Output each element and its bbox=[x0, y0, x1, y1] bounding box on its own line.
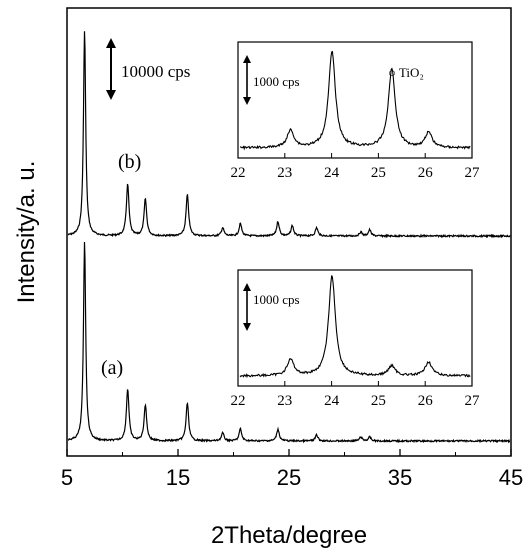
inset-a-line bbox=[239, 275, 471, 379]
inset-a-frame bbox=[237, 269, 473, 387]
inset-b-x-tick-label: 26 bbox=[418, 165, 434, 181]
y-axis-label: Intensity/a. u. bbox=[13, 161, 40, 304]
x-tick-label: 35 bbox=[388, 465, 412, 490]
inset-b-x-tick-label: 24 bbox=[324, 165, 340, 181]
inset-b-x-tick-label: 27 bbox=[465, 165, 481, 181]
inset-b-x-ticks bbox=[237, 153, 473, 158]
series-b-label: (b) bbox=[118, 151, 141, 173]
inset-b-x-tick-label: 22 bbox=[231, 165, 246, 181]
inset-b-x-tick-label: 25 bbox=[371, 165, 386, 181]
inset-a-x-tick-label: 24 bbox=[324, 393, 340, 409]
inset-a-x-ticks bbox=[237, 381, 473, 386]
series-a-label: (a) bbox=[101, 357, 123, 379]
inset-a-scale-bar-label: 1000 cps bbox=[253, 292, 300, 307]
x-tick-label: 45 bbox=[499, 465, 523, 490]
x-tick-label: 25 bbox=[277, 465, 301, 490]
inset-b-scale-bar bbox=[243, 55, 251, 105]
series-b-line bbox=[67, 31, 511, 239]
main-scale-bar bbox=[106, 38, 116, 100]
inset-b-frame bbox=[237, 41, 473, 159]
inset-a-x-tick-label: 27 bbox=[465, 393, 481, 409]
series-a-line bbox=[67, 241, 511, 444]
x-tick-labels: 5 15 25 35 45 bbox=[61, 465, 523, 490]
x-tick-label: 5 bbox=[61, 465, 73, 490]
inset-a-x-tick-label: 23 bbox=[277, 393, 292, 409]
inset-a-x-tick-label: 26 bbox=[418, 393, 434, 409]
inset-b-x-tick-labels: 22 23 24 25 26 27 bbox=[231, 165, 481, 181]
x-axis-label: 2Theta/degree bbox=[211, 522, 367, 549]
inset-a-scale-bar bbox=[243, 283, 251, 331]
inset-a-x-tick-label: 22 bbox=[231, 393, 246, 409]
inset-b-line bbox=[239, 50, 471, 151]
inset-b-x-tick-label: 23 bbox=[277, 165, 292, 181]
x-ticks bbox=[66, 449, 512, 456]
inset-b-scale-bar-label: 1000 cps bbox=[253, 74, 300, 89]
inset-a-x-tick-labels: 22 23 24 25 26 27 bbox=[231, 393, 481, 409]
main-scale-bar-label: 10000 cps bbox=[121, 62, 190, 81]
inset-a-x-tick-label: 25 bbox=[371, 393, 386, 409]
tio2-annotation: ○ TiO₂ bbox=[388, 65, 424, 80]
x-tick-label: 15 bbox=[166, 465, 190, 490]
